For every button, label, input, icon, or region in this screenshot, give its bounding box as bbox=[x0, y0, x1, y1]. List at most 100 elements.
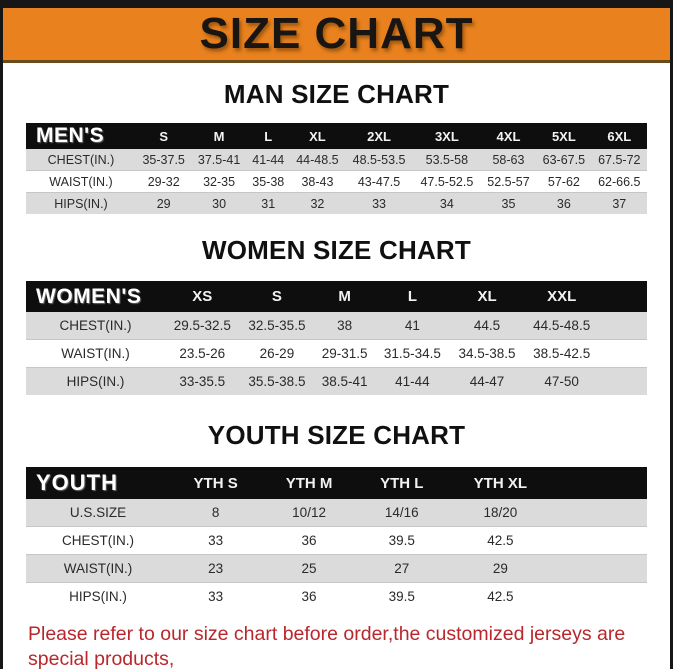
size-column-header: 6XL bbox=[591, 123, 647, 149]
size-column-header: XS bbox=[165, 281, 240, 312]
measurement-row: CHEST(IN.) 29.5-32.5 32.5-35.5 38 41 44.… bbox=[26, 312, 647, 340]
measurement-row: CHEST(IN.) 35-37.5 37.5-41 41-44 44-48.5… bbox=[26, 149, 647, 171]
size-value: 33 bbox=[345, 192, 413, 214]
size-value: 47-50 bbox=[524, 367, 599, 395]
size-value: 58-63 bbox=[480, 149, 537, 171]
size-value: 29 bbox=[446, 554, 554, 583]
row-label: WAIST(IN.) bbox=[49, 174, 113, 189]
size-value: 35 bbox=[480, 192, 537, 214]
notice-line-1: Please refer to our size chart before or… bbox=[28, 623, 626, 669]
size-value: 35-37.5 bbox=[136, 149, 192, 171]
measurement-row: CHEST(IN.) 33 36 39.5 42.5 bbox=[26, 526, 647, 555]
size-value: 38.5-41 bbox=[314, 367, 376, 395]
men-section-heading: MAN SIZE CHART bbox=[223, 79, 450, 109]
size-column-header: S bbox=[239, 281, 315, 312]
section-youth: YOUTH SIZE CHART YOUTH YTH S YTH M YTH L… bbox=[3, 420, 670, 610]
size-column-header: 2XL bbox=[345, 123, 413, 149]
size-value: 41-44 bbox=[375, 367, 450, 395]
row-label: CHEST(IN.) bbox=[62, 533, 134, 548]
row-label: CHEST(IN.) bbox=[26, 312, 165, 340]
size-value: 39.5 bbox=[388, 589, 415, 604]
size-value: 36 bbox=[301, 589, 317, 604]
measurement-row: U.S.SIZE 8 10/12 14/16 18/20 bbox=[26, 499, 647, 527]
size-value: 52.5-57 bbox=[487, 174, 530, 189]
size-value: 38.5-42.5 bbox=[533, 346, 591, 361]
size-value: 44-48.5 bbox=[289, 149, 346, 171]
measurement-row: WAIST(IN.) 23.5-26 26-29 29-31.5 31.5-34… bbox=[26, 339, 647, 368]
size-value: 25 bbox=[261, 554, 357, 583]
size-value: 37 bbox=[591, 192, 647, 214]
row-label: WAIST(IN.) bbox=[26, 554, 170, 583]
section-men: MAN SIZE CHART MEN'S S M L XL 2XL 3XL 4X… bbox=[3, 79, 670, 214]
header-spacer bbox=[599, 281, 647, 312]
size-value: 42.5 bbox=[487, 533, 514, 548]
header-row: MEN'S S M L XL 2XL 3XL 4XL 5XL 6XL bbox=[26, 123, 647, 149]
size-value: 35-38 bbox=[252, 174, 285, 189]
size-value: 35.5-38.5 bbox=[239, 367, 315, 395]
measurement-row: WAIST(IN.) 29-32 32-35 35-38 38-43 43-47… bbox=[26, 170, 647, 193]
size-column-header: M bbox=[191, 123, 247, 149]
row-spacer bbox=[554, 527, 647, 555]
size-value: 23.5-26 bbox=[179, 346, 226, 361]
size-value: 41-44 bbox=[246, 149, 290, 171]
size-value: 29-32 bbox=[147, 174, 180, 189]
size-column-header: 3XL bbox=[412, 123, 481, 149]
row-spacer bbox=[554, 583, 647, 611]
size-value: 34 bbox=[412, 192, 481, 214]
size-value: 31 bbox=[246, 192, 290, 214]
row-spacer bbox=[599, 367, 647, 395]
size-value: 27 bbox=[356, 554, 447, 583]
size-value: 34.5-38.5 bbox=[458, 346, 516, 361]
measurement-row: HIPS(IN.) 33 36 39.5 42.5 bbox=[26, 582, 647, 611]
size-value: 62-66.5 bbox=[598, 174, 641, 189]
size-value: 43-47.5 bbox=[357, 174, 401, 189]
size-column-header: YTH M bbox=[261, 467, 357, 499]
row-spacer bbox=[554, 499, 647, 527]
size-value: 44.5 bbox=[449, 312, 525, 340]
row-label: HIPS(IN.) bbox=[69, 589, 127, 604]
size-value: 10/12 bbox=[261, 499, 357, 527]
size-value: 36 bbox=[301, 533, 317, 548]
size-value: 41 bbox=[375, 312, 450, 340]
header-row: WOMEN'S XS S M L XL XXL bbox=[26, 281, 647, 312]
size-column-header: S bbox=[136, 123, 192, 149]
size-value: 32.5-35.5 bbox=[239, 312, 315, 340]
size-value: 67.5-72 bbox=[591, 149, 647, 171]
size-value: 48.5-53.5 bbox=[345, 149, 413, 171]
size-value: 38 bbox=[314, 312, 376, 340]
size-value: 8 bbox=[170, 499, 262, 527]
size-value: 63-67.5 bbox=[536, 149, 592, 171]
size-column-header: L bbox=[246, 123, 290, 149]
measurement-row: HIPS(IN.) 29 30 31 32 33 34 35 36 37 bbox=[26, 192, 647, 214]
size-column-header: XL bbox=[449, 281, 525, 312]
size-value: 38-43 bbox=[301, 174, 334, 189]
size-value: 47.5-52.5 bbox=[420, 174, 474, 189]
top-border-bar bbox=[3, 0, 670, 8]
size-value: 33 bbox=[208, 533, 224, 548]
size-value: 26-29 bbox=[259, 346, 295, 361]
size-column-header: L bbox=[375, 281, 450, 312]
size-value: 29 bbox=[136, 192, 192, 214]
size-value: 57-62 bbox=[547, 174, 580, 189]
size-column-header: YTH XL bbox=[446, 467, 554, 499]
men-size-table: MEN'S S M L XL 2XL 3XL 4XL 5XL 6XL CHEST… bbox=[26, 123, 647, 214]
women-section-heading: WOMEN SIZE CHART bbox=[202, 235, 471, 265]
row-label: HIPS(IN.) bbox=[26, 192, 136, 214]
size-column-header: YTH L bbox=[356, 467, 447, 499]
size-value: 37.5-41 bbox=[191, 149, 247, 171]
group-label: YOUTH bbox=[26, 467, 170, 499]
row-spacer bbox=[599, 312, 647, 340]
size-value: 18/20 bbox=[446, 499, 554, 527]
size-value: 39.5 bbox=[388, 533, 415, 548]
row-label: HIPS(IN.) bbox=[26, 367, 165, 395]
size-value: 31.5-34.5 bbox=[383, 346, 441, 361]
row-label: U.S.SIZE bbox=[26, 499, 170, 527]
size-value: 44-47 bbox=[449, 367, 525, 395]
row-spacer bbox=[554, 554, 647, 583]
size-column-header: M bbox=[314, 281, 376, 312]
size-value: 36 bbox=[536, 192, 592, 214]
size-value: 32 bbox=[289, 192, 346, 214]
row-label: WAIST(IN.) bbox=[61, 346, 130, 361]
header-row: YOUTH YTH S YTH M YTH L YTH XL bbox=[26, 467, 647, 499]
